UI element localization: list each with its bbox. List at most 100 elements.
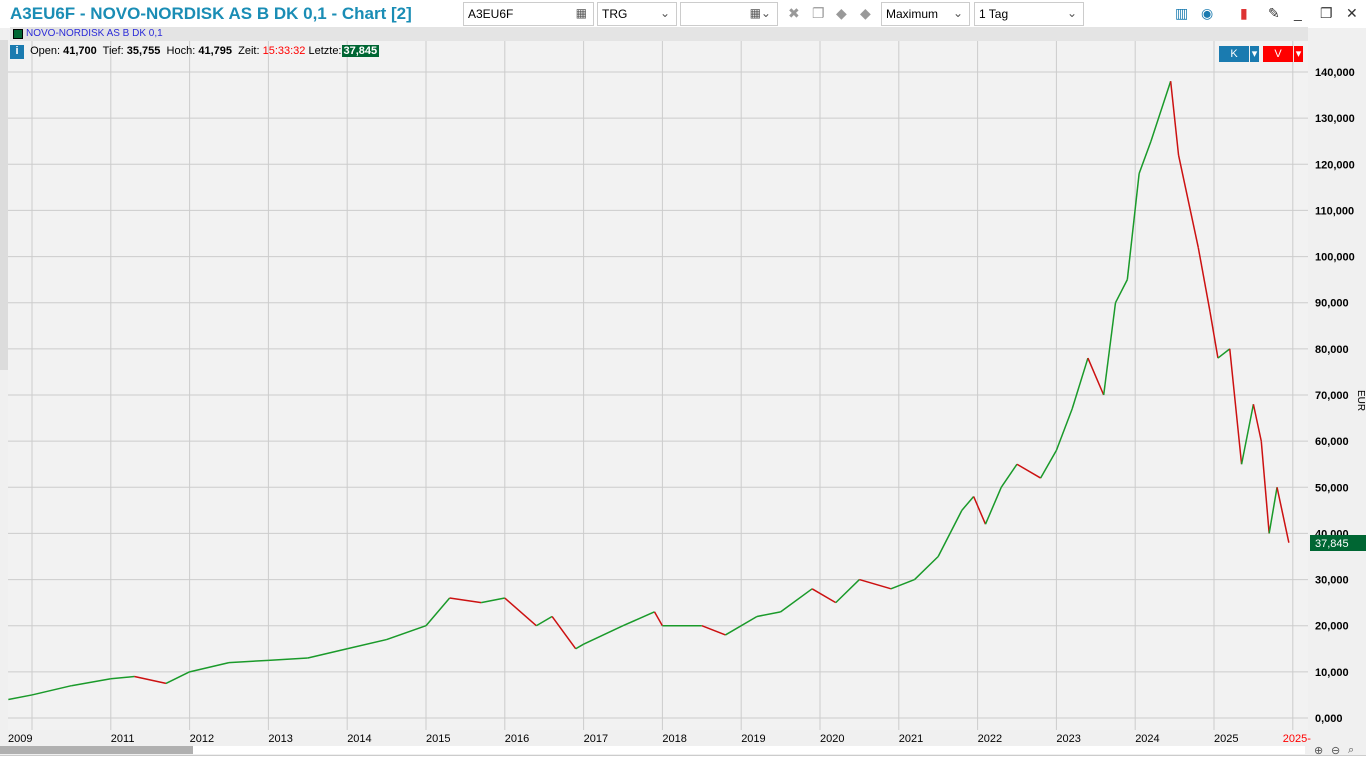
price-segment [914,555,939,581]
y-tick-label: 60,000 [1315,436,1349,448]
clipboard-icon[interactable]: ▮ [1240,5,1248,21]
price-segment [165,671,190,685]
search-icon[interactable]: ▦ [575,6,587,20]
price-segment [937,510,963,557]
price-segment [1150,80,1172,142]
y-tick-label: 20,000 [1315,621,1349,633]
price-segment [1138,140,1152,174]
zoom-out-icon[interactable]: ⊖ [1331,745,1341,757]
x-tick-label: 2009 [8,733,32,745]
price-segment [504,597,537,627]
price-segment [1240,404,1255,465]
interval-value: 1 Tag [979,7,1009,21]
copy-icon[interactable]: ❐ [812,5,825,21]
price-segment [583,625,624,645]
drawing-icon[interactable]: ◆ [860,5,871,21]
zoom-reset-icon[interactable]: ⌕ [1348,744,1355,756]
price-segment [1209,311,1219,359]
x-tick-label: 2015 [426,733,450,745]
price-segment [31,684,72,696]
price-segment [1169,81,1180,156]
chart-settings-icon[interactable]: ▥ [1175,5,1189,21]
price-segment [71,678,111,687]
price-segment [449,597,482,604]
y-tick-label: 10,000 [1315,667,1349,679]
y-axis-label: EUR [1355,390,1366,411]
low-label: Tief: [102,45,124,57]
buy-button[interactable]: K [1219,46,1249,62]
buy-dropdown[interactable]: ▾ [1250,46,1259,62]
chevron-down-icon: ⌄ [952,6,963,20]
paste-icon[interactable]: ◆ [836,5,847,21]
series-color-swatch [13,29,23,39]
price-segment [725,615,758,636]
high-value: 41,795 [198,45,232,57]
price-segment [551,616,577,650]
last-value: 37,845 [341,45,380,57]
zoom-in-icon[interactable]: ⊕ [1314,745,1324,757]
date-select[interactable]: ▦⌄ [680,2,778,26]
series-name[interactable]: NOVO-NORDISK AS B DK 0,1 [26,28,163,39]
calendar-icon: ▦⌄ [749,6,771,20]
title-bar: A3EU6F - NOVO-NORDISK AS B DK 0,1 - Char… [0,0,1366,28]
range-value: Maximum [886,7,939,21]
range-select[interactable]: Maximum ⌄ [881,2,970,26]
symbol-input[interactable]: A3EU6F ▦ [463,2,594,26]
quote-info: i Open: 41,700 Tief: 35,755 Hoch: 41,795… [10,45,380,59]
open-value: 41,700 [63,45,97,57]
minimize-icon[interactable]: _ [1294,5,1302,21]
info-icon[interactable]: i [10,45,24,59]
price-segment [535,615,553,627]
price-segment [425,597,451,627]
x-tick-label: 2013 [268,733,292,745]
price-segment [1268,487,1278,534]
x-tick-label: 2016 [505,733,529,745]
price-segment [653,611,664,627]
price-segment [1260,441,1270,534]
symbol-value: A3EU6F [468,7,514,21]
y-tick-label: 90,000 [1315,298,1349,310]
price-segment [984,486,1002,525]
y-tick-label: 80,000 [1315,344,1349,356]
price-segment [1039,450,1058,479]
price-segment [134,675,167,685]
price-segment [1197,247,1211,313]
price-segment [1177,154,1192,211]
price-segment [1071,357,1089,410]
y-tick-label: 0,000 [1315,713,1343,725]
close-icon[interactable]: ✕ [1346,5,1358,21]
y-tick-label: 140,000 [1315,67,1355,79]
price-segment [859,578,892,590]
scrollbar-thumb[interactable] [0,746,193,754]
price-chart[interactable]: 0,00010,00020,00030,00040,00050,00060,00… [0,0,1366,746]
sell-button[interactable]: V [1263,46,1293,62]
y-tick-label: 110,000 [1315,205,1354,217]
y-tick-label: 50,000 [1315,482,1349,494]
price-segment [110,675,135,680]
time-label: Zeit: [238,45,260,57]
x-tick-label: 2021 [899,733,923,745]
restore-icon[interactable]: ❐ [1320,5,1333,21]
price-segment [189,661,230,673]
legend-bar: NOVO-NORDISK AS B DK 0,1 [10,27,1308,41]
x-tick-label: 2025- [1283,733,1311,745]
x-tick-label: 2012 [190,733,214,745]
horizontal-scrollbar[interactable] [0,746,1305,754]
interval-select[interactable]: 1 Tag ⌄ [974,2,1084,26]
pin-icon[interactable]: ✎ [1268,5,1280,21]
price-segment [1126,173,1140,280]
window-title: A3EU6F - NOVO-NORDISK AS B DK 0,1 - Char… [10,4,412,23]
exchange-select[interactable]: TRG ⌄ [597,2,677,26]
price-segment [228,659,269,664]
price-segment [961,496,975,511]
sell-dropdown[interactable]: ▾ [1294,46,1303,62]
delete-icon[interactable]: ✖ [788,5,800,21]
price-segment [1055,408,1073,451]
chevron-down-icon: ⌄ [1066,6,1077,20]
price-segment [1252,404,1263,442]
price-segment [1000,463,1018,488]
x-tick-label: 2020 [820,733,844,745]
view-icon[interactable]: ◉ [1201,5,1214,21]
high-label: Hoch: [166,45,196,57]
price-segment [1102,302,1117,396]
